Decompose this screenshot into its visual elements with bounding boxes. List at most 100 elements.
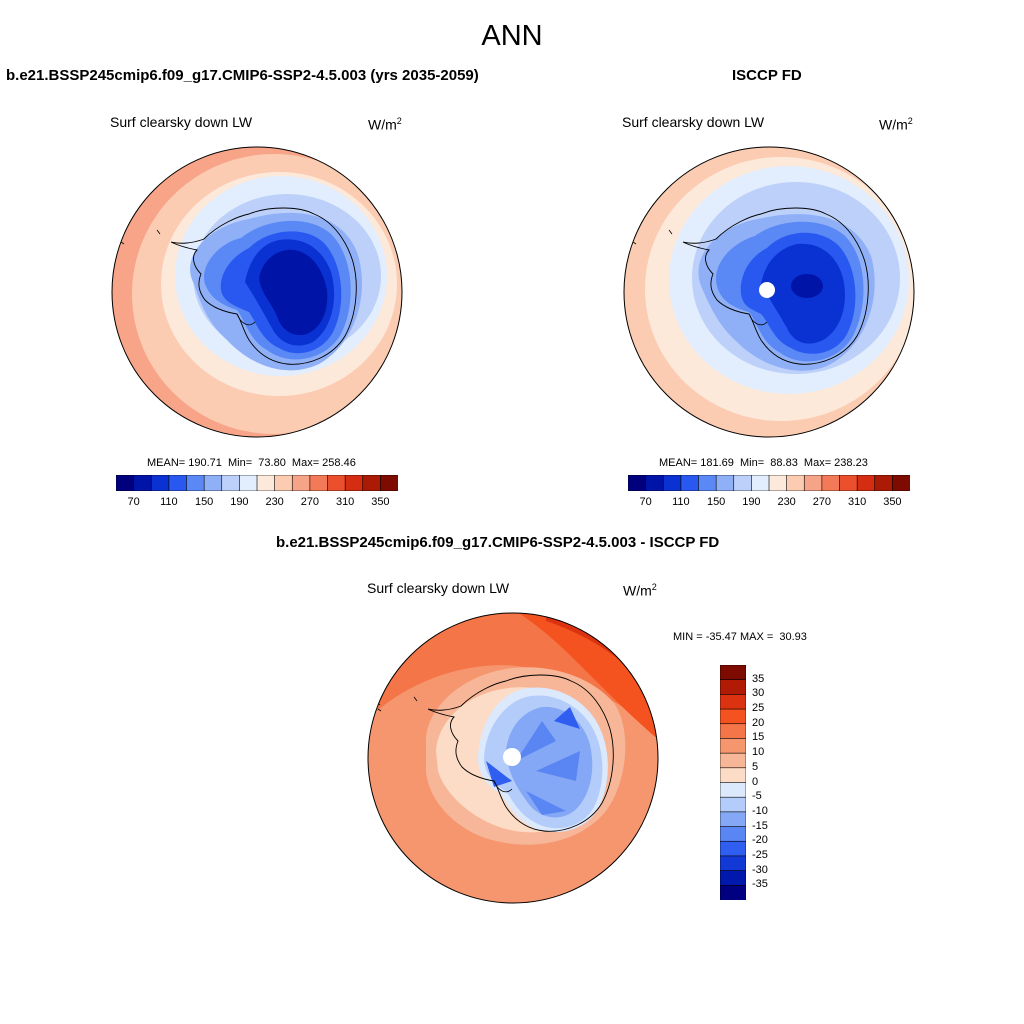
diff-colorbar-swatch xyxy=(720,870,746,886)
obs-colorbar-swatch xyxy=(628,475,647,491)
obs-colorbar-swatch xyxy=(751,475,770,491)
obs-colorbar-tick-label: 230 xyxy=(777,496,796,508)
diff-colorbar-tick-label: -35 xyxy=(752,878,768,891)
diff-colorbar-tick-label: -15 xyxy=(752,819,768,832)
obs-colorbar-tick-label: 150 xyxy=(706,496,726,508)
diff-polar-map xyxy=(367,612,659,904)
obs-colorbar-swatch xyxy=(698,475,717,491)
obs-colorbar-swatch xyxy=(662,475,682,491)
obs-colorbar-tick-label: 350 xyxy=(883,496,902,508)
model-colorbar-swatch xyxy=(327,475,346,491)
model-colorbar-swatch xyxy=(168,475,188,491)
obs-colorbar-swatch xyxy=(715,475,735,491)
model-stats: MEAN= 190.71 Min= 73.80 Max= 258.46 xyxy=(147,457,356,469)
obs-colorbar-swatch xyxy=(803,475,823,491)
diff-colorbar-swatch xyxy=(720,723,746,740)
diff-stats: MIN = -35.47 MAX = 30.93 xyxy=(673,631,807,643)
obs-colorbar-tick-label: 310 xyxy=(847,496,867,508)
obs-colorbar-tick-label: 270 xyxy=(812,496,832,508)
obs-panel-title: ISCCP FD xyxy=(732,67,802,84)
model-variable-label: Surf clearsky down LW xyxy=(110,114,253,130)
diff-colorbar-swatch xyxy=(720,708,746,725)
obs-polar-map xyxy=(623,146,915,438)
model-colorbar-swatch xyxy=(116,475,135,491)
model-colorbar-swatch xyxy=(150,475,170,491)
diff-colorbar-swatch xyxy=(720,855,746,872)
model-colorbar-swatch xyxy=(309,475,329,491)
diff-colorbar-tick-label: 10 xyxy=(752,746,765,759)
model-colorbar-tick-label: 150 xyxy=(194,496,214,508)
obs-colorbar-swatch xyxy=(856,475,876,491)
model-colorbar-tick-label: 70 xyxy=(127,496,140,508)
diff-colorbar-swatch xyxy=(720,782,746,798)
model-colorbar-tick-label: 230 xyxy=(265,496,284,508)
obs-colorbar-swatch xyxy=(733,475,752,491)
model-colorbar-swatch xyxy=(362,475,381,491)
diff-colorbar-tick-label: -20 xyxy=(752,834,768,847)
obs-stats: MEAN= 181.69 Min= 88.83 Max= 238.23 xyxy=(659,457,868,469)
diff-colorbar-tick-label: -5 xyxy=(752,790,762,803)
model-colorbar-swatch xyxy=(256,475,276,491)
obs-units-label: W/m2 xyxy=(879,116,913,133)
model-colorbar xyxy=(116,475,398,491)
diff-colorbar-swatch xyxy=(720,752,746,769)
diff-colorbar-swatch xyxy=(720,796,746,813)
obs-colorbar-ticks: 70 110 150 190 230 270 310 350 xyxy=(628,496,910,510)
diff-colorbar-swatch xyxy=(720,738,746,754)
obs-colorbar-swatch xyxy=(786,475,805,491)
model-colorbar-swatch xyxy=(186,475,205,491)
diff-panel-title: b.e21.BSSP245cmip6.f09_g17.CMIP6-SSP2-4.… xyxy=(276,534,720,551)
model-units-label: W/m2 xyxy=(368,116,402,133)
model-colorbar-tick-label: 190 xyxy=(230,496,249,508)
diff-colorbar-swatch xyxy=(720,767,746,784)
diff-colorbar-ticks: 35 30 25 20 15 10 5 0 -5 -10 -15 -20 -25 -30 -35 xyxy=(752,665,792,900)
obs-colorbar-swatch xyxy=(768,475,788,491)
model-colorbar-swatch xyxy=(380,475,398,491)
model-colorbar-swatch xyxy=(239,475,258,491)
obs-colorbar-swatch xyxy=(892,475,910,491)
diff-colorbar xyxy=(720,665,746,900)
diff-colorbar-tick-label: 25 xyxy=(752,702,765,715)
diff-variable-label: Surf clearsky down LW xyxy=(367,580,510,596)
diff-colorbar-tick-label: -25 xyxy=(752,848,768,861)
diff-colorbar-tick-label: 15 xyxy=(752,731,765,744)
model-colorbar-swatch xyxy=(133,475,152,491)
model-colorbar-swatch xyxy=(291,475,311,491)
model-colorbar-tick-label: 310 xyxy=(335,496,355,508)
diff-colorbar-tick-label: 35 xyxy=(752,672,765,685)
diff-units-label: W/m2 xyxy=(623,582,657,599)
model-colorbar-ticks: 70 110 150 190 230 270 310 350 xyxy=(116,496,398,510)
obs-colorbar-tick-label: 110 xyxy=(672,496,690,508)
diff-colorbar-tick-label: 30 xyxy=(752,687,765,700)
obs-colorbar-swatch xyxy=(645,475,664,491)
model-colorbar-tick-label: 350 xyxy=(371,496,390,508)
obs-colorbar-swatch xyxy=(680,475,700,491)
model-colorbar-tick-label: 110 xyxy=(160,496,178,508)
model-colorbar-tick-label: 270 xyxy=(300,496,320,508)
obs-colorbar-swatch xyxy=(821,475,841,491)
obs-colorbar-swatch xyxy=(839,475,858,491)
model-panel-title: b.e21.BSSP245cmip6.f09_g17.CMIP6-SSP2-4.… xyxy=(6,67,479,84)
diff-colorbar-swatch xyxy=(720,679,746,695)
model-colorbar-swatch xyxy=(221,475,240,491)
diff-colorbar-swatch xyxy=(720,665,746,681)
obs-colorbar xyxy=(628,475,910,491)
diff-colorbar-swatch xyxy=(720,826,746,842)
diff-colorbar-swatch xyxy=(720,694,746,710)
model-colorbar-swatch xyxy=(344,475,364,491)
diff-colorbar-tick-label: 5 xyxy=(752,760,759,773)
diff-colorbar-tick-label: -10 xyxy=(752,804,768,817)
diff-colorbar-swatch xyxy=(720,811,746,828)
diff-colorbar-swatch xyxy=(720,885,746,900)
diff-colorbar-swatch xyxy=(720,840,746,857)
obs-colorbar-swatch xyxy=(874,475,893,491)
diff-colorbar-tick-label: 20 xyxy=(752,716,765,729)
obs-variable-label: Surf clearsky down LW xyxy=(622,114,765,130)
model-colorbar-swatch xyxy=(203,475,223,491)
model-colorbar-swatch xyxy=(274,475,293,491)
diff-colorbar-tick-label: 0 xyxy=(752,775,759,788)
diff-colorbar-tick-label: -30 xyxy=(752,863,768,876)
obs-colorbar-tick-label: 190 xyxy=(742,496,761,508)
model-polar-map xyxy=(111,146,403,438)
figure-title: ANN xyxy=(481,20,543,52)
